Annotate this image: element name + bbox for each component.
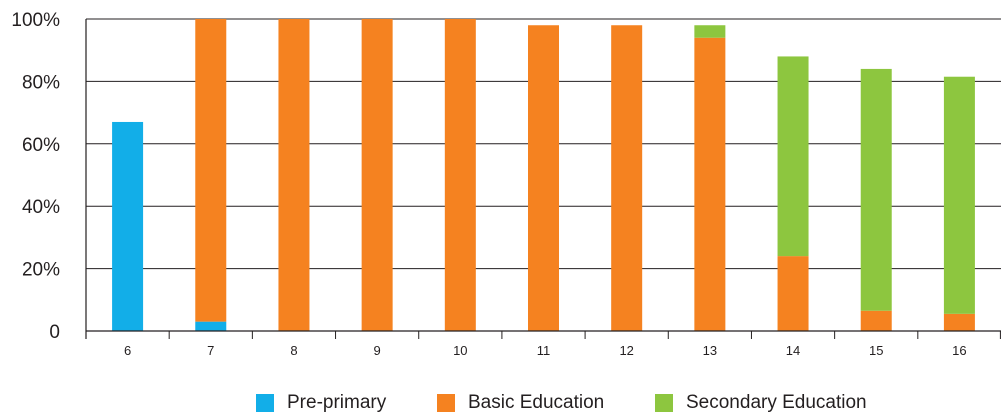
- stacked-bar-chart: 0 20% 40% 60% 80% 100% 6 7 8 9 10 11 12 13 14 15 16: [11, 10, 1001, 358]
- y-tick-labels: 0 20% 40% 60% 80% 100%: [11, 10, 60, 343]
- bar-basic-education-14: [777, 256, 809, 331]
- bar-secondary-education-13: [694, 25, 726, 38]
- legend-swatch-pre-primary: [256, 394, 274, 412]
- bar-basic-education-7: [195, 19, 227, 322]
- x-tick-label: 15: [869, 343, 883, 358]
- y-tick-label: 20%: [22, 260, 60, 281]
- bar-basic-education-16: [943, 313, 975, 331]
- legend: Pre-primary Basic Education Secondary Ed…: [0, 392, 1001, 420]
- bar-basic-education-13: [694, 37, 726, 331]
- bar-secondary-education-15: [860, 68, 892, 311]
- x-tick-label: 16: [952, 343, 966, 358]
- x-tick-label: 8: [290, 343, 297, 358]
- bar-secondary-education-16: [943, 76, 975, 314]
- x-tick-labels: 6 7 8 9 10 11 12 13 14 15 16: [124, 343, 967, 358]
- bar-basic-education-11: [528, 25, 559, 332]
- x-tick-label: 10: [453, 343, 467, 358]
- x-tick-label: 11: [537, 343, 551, 358]
- legend-label-basic-education: Basic Education: [468, 392, 605, 413]
- x-tick-label: 14: [786, 343, 800, 358]
- legend-swatch-basic-education: [437, 394, 455, 412]
- legend-label-pre-primary: Pre-primary: [287, 392, 387, 413]
- x-tick-label: 6: [124, 343, 131, 358]
- x-tick-label: 12: [619, 343, 633, 358]
- y-tick-label: 100%: [11, 10, 60, 31]
- bar-basic-education-15: [860, 310, 892, 331]
- bar-basic-education-8: [278, 19, 310, 331]
- bars: [112, 19, 975, 332]
- y-tick-label: 80%: [22, 72, 60, 93]
- bar-basic-education-10: [444, 19, 476, 331]
- x-tick-label: 7: [207, 343, 214, 358]
- bar-secondary-education-14: [777, 56, 809, 257]
- x-tick-label: 9: [374, 343, 381, 358]
- y-tick-label: 40%: [22, 197, 60, 218]
- y-tick-label: 0: [49, 322, 60, 343]
- x-tick-label: 13: [703, 343, 717, 358]
- bar-pre-primary-7: [195, 321, 227, 331]
- bar-basic-education-12: [611, 25, 643, 332]
- legend-item-basic-education: Basic Education: [437, 392, 604, 414]
- y-tick-label: 60%: [22, 135, 60, 156]
- legend-label-secondary-education: Secondary Education: [686, 392, 867, 413]
- legend-item-secondary-education: Secondary Education: [655, 392, 867, 414]
- axes: [85, 19, 1001, 339]
- bar-basic-education-9: [361, 19, 393, 331]
- legend-item-pre-primary: Pre-primary: [256, 392, 386, 414]
- bar-pre-primary-6: [112, 121, 144, 332]
- legend-swatch-secondary-education: [655, 394, 673, 412]
